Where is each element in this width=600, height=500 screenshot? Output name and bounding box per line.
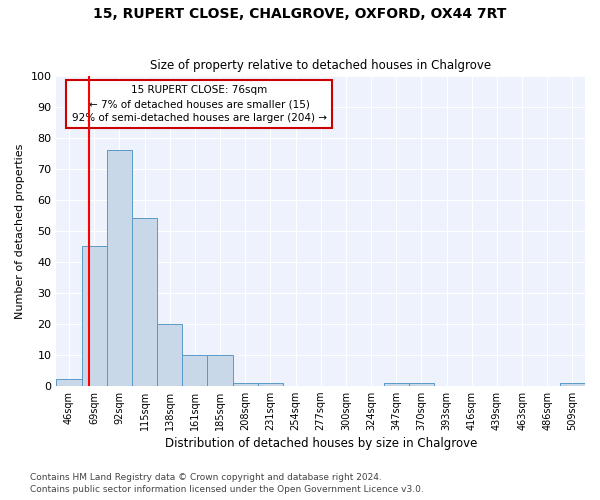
Bar bbox=[82, 246, 107, 386]
Text: Contains HM Land Registry data © Crown copyright and database right 2024.: Contains HM Land Registry data © Crown c… bbox=[30, 473, 382, 482]
Bar bbox=[258, 382, 283, 386]
Bar bbox=[182, 354, 208, 386]
Text: Contains public sector information licensed under the Open Government Licence v3: Contains public sector information licen… bbox=[30, 486, 424, 494]
Text: 15 RUPERT CLOSE: 76sqm
← 7% of detached houses are smaller (15)
92% of semi-deta: 15 RUPERT CLOSE: 76sqm ← 7% of detached … bbox=[71, 85, 326, 123]
Y-axis label: Number of detached properties: Number of detached properties bbox=[15, 143, 25, 318]
Title: Size of property relative to detached houses in Chalgrove: Size of property relative to detached ho… bbox=[150, 59, 491, 72]
Bar bbox=[383, 382, 409, 386]
Bar bbox=[409, 382, 434, 386]
Bar bbox=[132, 218, 157, 386]
Bar bbox=[107, 150, 132, 386]
X-axis label: Distribution of detached houses by size in Chalgrove: Distribution of detached houses by size … bbox=[164, 437, 477, 450]
Bar bbox=[56, 380, 82, 386]
Bar bbox=[157, 324, 182, 386]
Bar bbox=[208, 354, 233, 386]
Text: 15, RUPERT CLOSE, CHALGROVE, OXFORD, OX44 7RT: 15, RUPERT CLOSE, CHALGROVE, OXFORD, OX4… bbox=[94, 8, 506, 22]
Bar bbox=[560, 382, 585, 386]
Bar bbox=[233, 382, 258, 386]
